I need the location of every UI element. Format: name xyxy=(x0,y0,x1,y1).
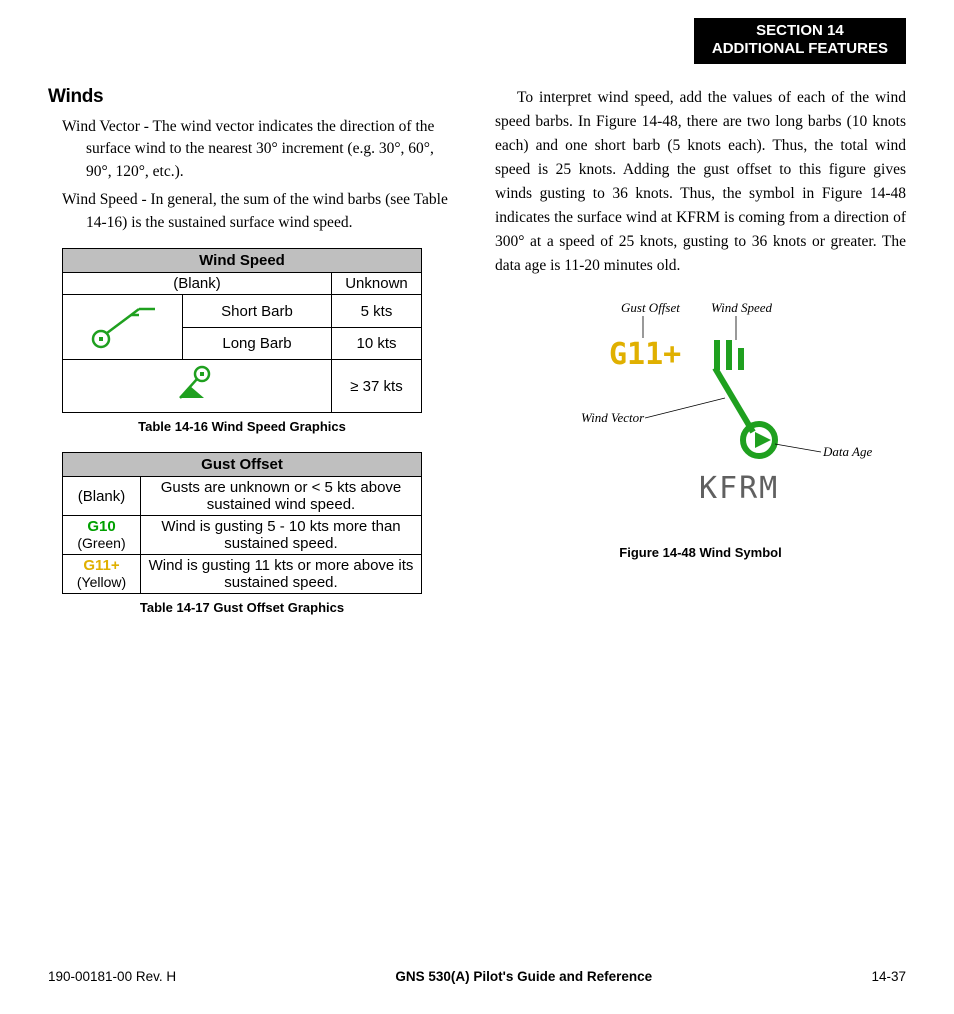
label-speed: Wind Speed xyxy=(711,300,773,315)
right-column: To interpret wind speed, add the values … xyxy=(495,86,906,633)
label-gust: Gust Offset xyxy=(621,300,680,315)
data-age-triangle xyxy=(755,432,771,448)
table1-caption: Table 14-16 Wind Speed Graphics xyxy=(62,419,422,434)
g11-desc: Wind is gusting 11 kts or more above its… xyxy=(141,555,422,594)
barb-cell xyxy=(63,295,183,360)
gust-text: G11+ xyxy=(609,337,681,372)
g10-desc: Wind is gusting 5 - 10 kts more than sus… xyxy=(141,516,422,555)
ws-unknown: Unknown xyxy=(332,273,422,295)
pennant-val: ≥ 37 kts xyxy=(332,360,422,413)
wind-barb-glyph xyxy=(715,340,753,432)
pennant-cell xyxy=(63,360,332,413)
section-header-line2: ADDITIONAL FEATURES xyxy=(712,40,888,58)
page-footer: 190-00181-00 Rev. H GNS 530(A) Pilot's G… xyxy=(48,969,906,984)
interpret-para: To interpret wind speed, add the values … xyxy=(495,86,906,278)
pennant-icon xyxy=(152,362,242,406)
g11-code: G11+ xyxy=(83,557,119,574)
content-columns: Winds Wind Vector - The wind vector indi… xyxy=(48,86,906,633)
table2-caption: Table 14-17 Gust Offset Graphics xyxy=(62,600,422,615)
ws-title: Wind Speed xyxy=(63,249,422,273)
station-id: KFRM xyxy=(699,471,779,506)
go-title: Gust Offset xyxy=(63,453,422,477)
label-vector: Wind Vector xyxy=(581,410,645,425)
g10-cell: G10 (Green) xyxy=(63,516,141,555)
g10-sub: (Green) xyxy=(77,535,125,551)
wind-symbol-figure: Gust Offset Wind Speed G11+ Wind xyxy=(495,298,906,560)
go-blank-desc: Gusts are unknown or < 5 kts above susta… xyxy=(141,477,422,516)
footer-right: 14-37 xyxy=(871,969,906,984)
winds-heading: Winds xyxy=(48,86,459,108)
ws-blank: (Blank) xyxy=(63,273,332,295)
g10-code: G10 xyxy=(87,518,115,535)
short-barb-val: 5 kts xyxy=(332,295,422,328)
g11-cell: G11+ (Yellow) xyxy=(63,555,141,594)
long-barb-label: Long Barb xyxy=(183,327,332,360)
wind-vector-para: Wind Vector - The wind vector indicates … xyxy=(86,116,459,183)
short-barb-label: Short Barb xyxy=(183,295,332,328)
wind-speed-para: Wind Speed - In general, the sum of the … xyxy=(86,189,459,234)
g11-sub: (Yellow) xyxy=(77,574,126,590)
section-header-line1: SECTION 14 xyxy=(712,22,888,40)
wind-symbol-svg: Gust Offset Wind Speed G11+ Wind xyxy=(521,298,881,528)
wind-speed-table: Wind Speed (Blank) Unknown Short Barb 5 … xyxy=(62,248,422,413)
label-age: Data Age xyxy=(822,444,872,459)
figure-caption: Figure 14-48 Wind Symbol xyxy=(495,545,906,560)
section-header: SECTION 14 ADDITIONAL FEATURES xyxy=(694,18,906,64)
barb-icon xyxy=(83,297,163,353)
footer-center: GNS 530(A) Pilot's Guide and Reference xyxy=(395,969,652,984)
left-column: Winds Wind Vector - The wind vector indi… xyxy=(48,86,459,633)
long-barb-val: 10 kts xyxy=(332,327,422,360)
go-blank: (Blank) xyxy=(63,477,141,516)
gust-offset-table: Gust Offset (Blank) Gusts are unknown or… xyxy=(62,452,422,594)
footer-left: 190-00181-00 Rev. H xyxy=(48,969,176,984)
